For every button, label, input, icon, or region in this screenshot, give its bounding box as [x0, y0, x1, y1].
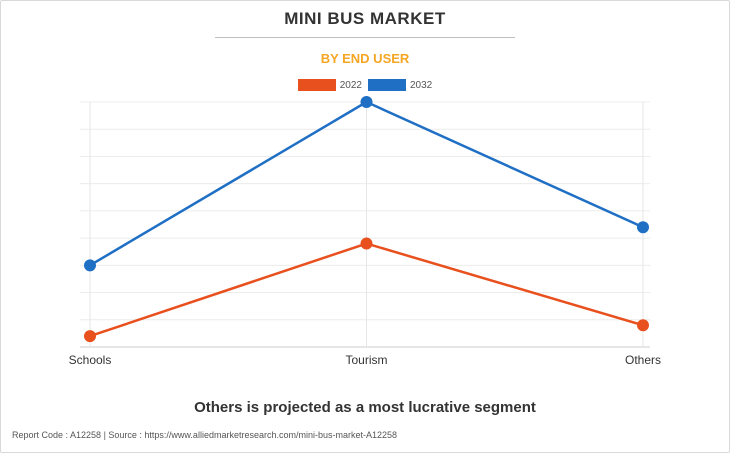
x-tick-label: Others	[625, 353, 661, 367]
data-point-2022-schools[interactable]	[84, 330, 96, 343]
x-axis: Schools Tourism Others	[69, 353, 661, 367]
report-code: Report Code : A12258 | Source : https://…	[12, 430, 398, 440]
legend-swatch-2022	[297, 79, 336, 91]
legend-item-2022[interactable]: 2022	[297, 79, 362, 91]
chart-legend: 2022 2032	[0, 79, 730, 91]
chart-subtitle: BY END USER	[320, 51, 410, 66]
data-point-2022-others[interactable]	[637, 319, 649, 332]
x-tick-label: Tourism	[345, 353, 387, 367]
legend-swatch-2032	[368, 79, 406, 91]
headline-text: Others is projected as a most lucrative …	[194, 399, 536, 416]
data-point-2032-schools[interactable]	[84, 259, 96, 272]
legend-label-2022: 2022	[339, 79, 362, 91]
legend-label-2032: 2032	[410, 79, 433, 91]
title-divider	[215, 37, 515, 38]
chart-title: MINI BUS MARKET	[284, 9, 446, 28]
data-point-2032-others[interactable]	[637, 221, 649, 234]
series	[84, 96, 649, 343]
data-point-2032-tourism[interactable]	[360, 96, 373, 108]
x-tick-label: Schools	[69, 353, 112, 367]
legend-item-2032[interactable]: 2032	[368, 79, 432, 91]
data-point-2022-tourism[interactable]	[360, 237, 373, 250]
